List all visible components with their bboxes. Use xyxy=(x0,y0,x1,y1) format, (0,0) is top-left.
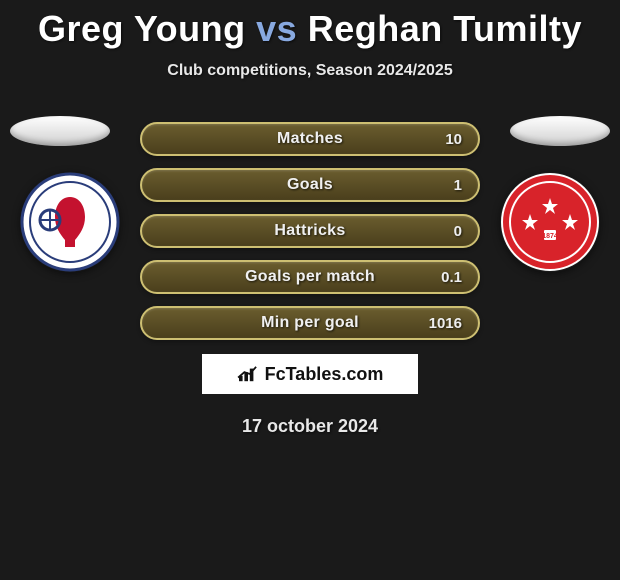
stat-row-min-per-goal: Min per goal 1016 xyxy=(140,306,480,340)
brand-text: FcTables.com xyxy=(265,364,384,385)
player1-photo-placeholder xyxy=(10,116,110,146)
comparison-card: Greg Young vs Reghan Tumilty Club compet… xyxy=(0,0,620,437)
stat-row-matches: Matches 10 xyxy=(140,122,480,156)
brand-box[interactable]: FcTables.com xyxy=(202,354,418,394)
svg-text:1874: 1874 xyxy=(542,233,558,240)
hamilton-academical-crest-icon: 1874 xyxy=(500,172,600,272)
stat-value-right: 0.1 xyxy=(441,269,462,286)
date-label: 17 october 2024 xyxy=(0,416,620,437)
vs-separator: vs xyxy=(256,8,297,49)
stat-label: Min per goal xyxy=(261,314,359,332)
raith-rovers-crest-icon xyxy=(20,172,120,272)
stat-label: Matches xyxy=(277,130,343,148)
stat-row-goals-per-match: Goals per match 0.1 xyxy=(140,260,480,294)
player2-club-badge: 1874 xyxy=(500,172,600,272)
stat-label: Goals xyxy=(287,176,333,194)
subtitle: Club competitions, Season 2024/2025 xyxy=(0,62,620,80)
stats-area: 1874 Matches 10 Goals 1 Hattricks 0 Goal… xyxy=(0,122,620,437)
player2-photo-placeholder xyxy=(510,116,610,146)
player1-name: Greg Young xyxy=(38,8,246,49)
stat-value-right: 1 xyxy=(454,177,462,194)
stat-row-goals: Goals 1 xyxy=(140,168,480,202)
stat-value-right: 10 xyxy=(445,131,462,148)
stat-rows: Matches 10 Goals 1 Hattricks 0 Goals per… xyxy=(140,122,480,340)
stat-label: Hattricks xyxy=(274,222,345,240)
stat-value-right: 0 xyxy=(454,223,462,240)
stat-row-hattricks: Hattricks 0 xyxy=(140,214,480,248)
stat-value-right: 1016 xyxy=(429,315,462,332)
player1-club-badge xyxy=(20,172,120,272)
page-title: Greg Young vs Reghan Tumilty xyxy=(0,8,620,50)
player2-name: Reghan Tumilty xyxy=(308,8,582,49)
bar-chart-icon xyxy=(237,365,259,383)
stat-label: Goals per match xyxy=(245,268,375,286)
